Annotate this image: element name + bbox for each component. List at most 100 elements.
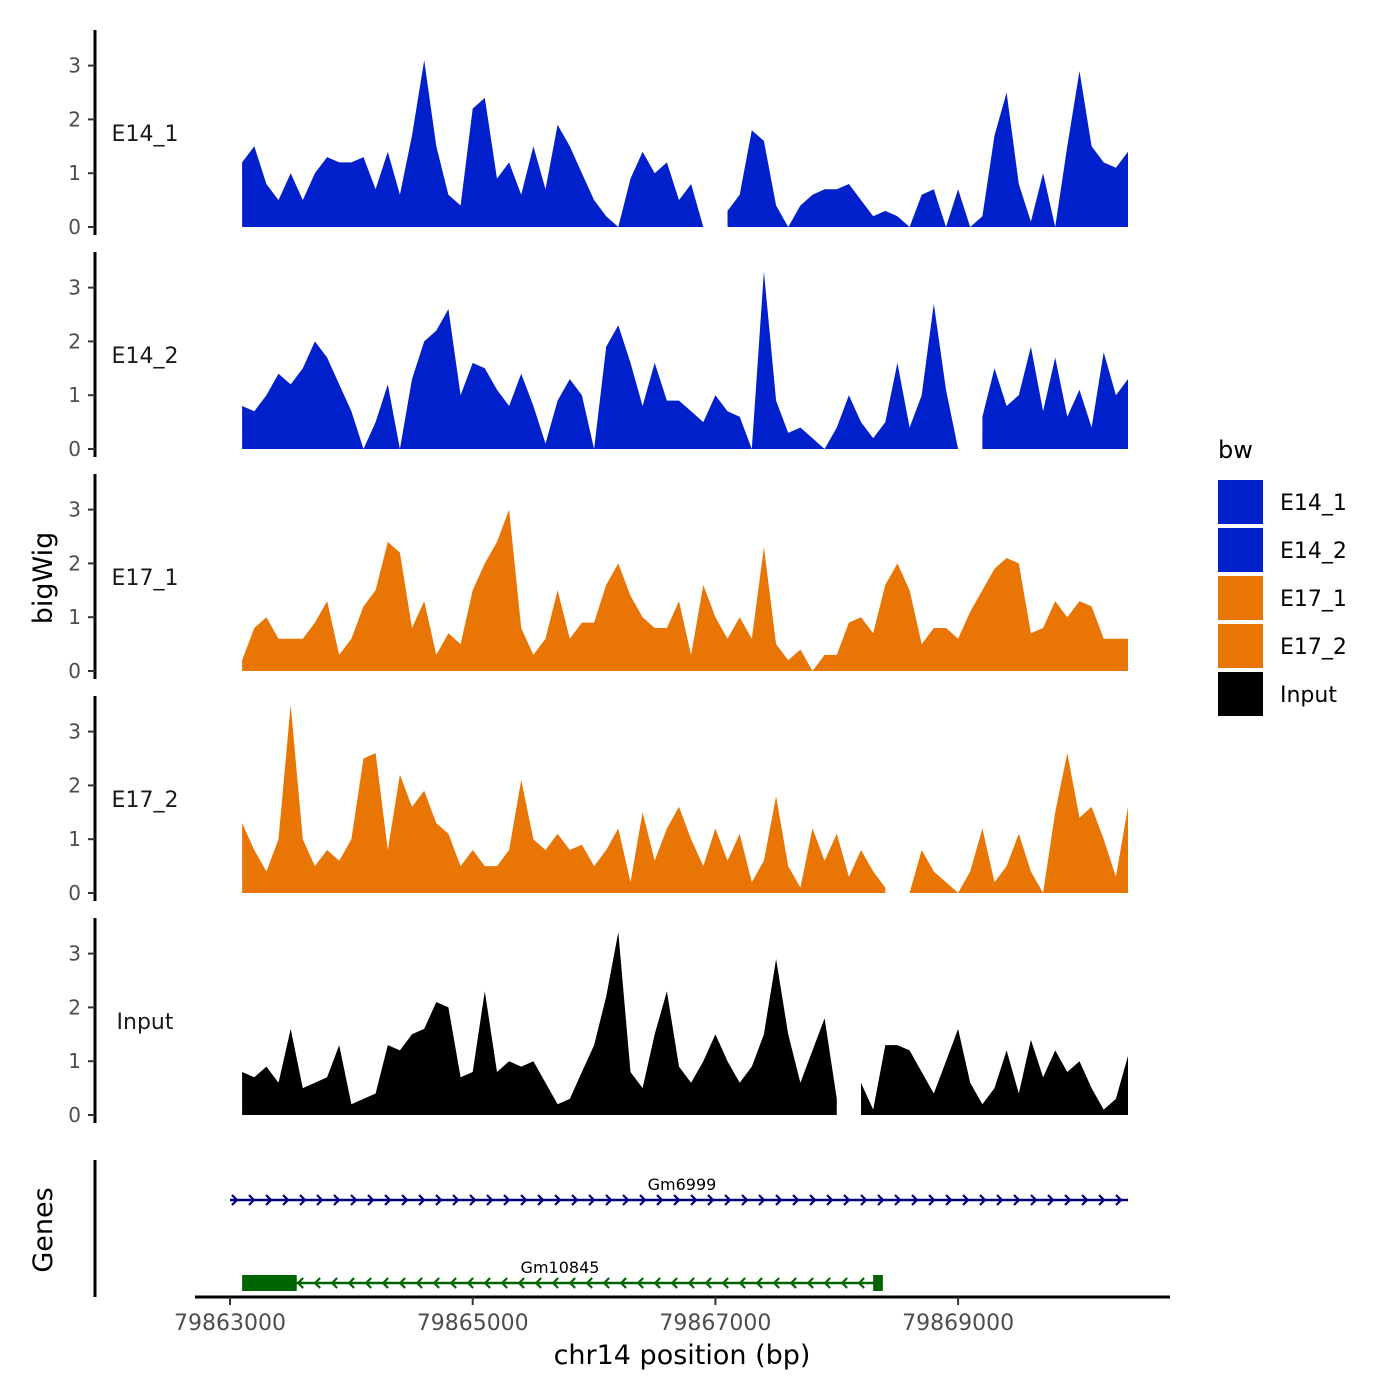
strand-arrow [826, 1194, 834, 1206]
strand-arrow [605, 1194, 613, 1206]
signal-area [242, 932, 837, 1115]
strand-arrow [282, 1194, 290, 1206]
strand-arrow [1081, 1194, 1089, 1206]
panel-label: E14_1 [112, 122, 179, 147]
y-tick-label: 1 [68, 383, 81, 407]
track-panel-input: 0 1 2 3 Input [68, 918, 1128, 1127]
gene-gm6999: Gm6999 [230, 1175, 1128, 1206]
strand-arrow [551, 1277, 559, 1289]
strand-arrow [415, 1277, 423, 1289]
strand-arrow [656, 1194, 664, 1206]
strand-arrow [381, 1277, 389, 1289]
legend-title: bw [1218, 436, 1253, 464]
signal-area [909, 753, 1128, 893]
strand-arrow [316, 1194, 324, 1206]
strand-arrow [758, 1194, 766, 1206]
strand-arrow [673, 1194, 681, 1206]
x-tick-label: 79867000 [659, 1311, 771, 1336]
strand-arrow [418, 1194, 426, 1206]
strand-arrow [639, 1194, 647, 1206]
strand-arrow [704, 1277, 712, 1289]
strand-arrow [571, 1194, 579, 1206]
strand-arrow [299, 1194, 307, 1206]
y-tick-label: 3 [68, 498, 81, 522]
y-tick-label: 0 [68, 437, 81, 461]
strand-arrow [466, 1277, 474, 1289]
strand-arrow [690, 1194, 698, 1206]
strand-arrow [401, 1194, 409, 1206]
genes-panel: Genes Gm6999 Gm10845 [28, 1160, 1128, 1297]
y-tick-label: 1 [68, 827, 81, 851]
strand-arrow [588, 1194, 596, 1206]
strand-arrow [755, 1277, 763, 1289]
legend-label: E14_2 [1280, 539, 1347, 564]
x-axis-title: chr14 position (bp) [554, 1340, 811, 1371]
track-panel-e14-2: 0 1 2 3 E14_2 [68, 252, 1128, 461]
strand-arrow [721, 1277, 729, 1289]
legend: bw E14_1 E14_2 E17_1 E17_2 Input [1218, 436, 1347, 716]
strand-arrow [330, 1277, 338, 1289]
signal-area [242, 271, 959, 449]
strand-arrow [585, 1277, 593, 1289]
strand-arrow [877, 1194, 885, 1206]
strand-arrow [724, 1194, 732, 1206]
panel-label: E17_2 [112, 788, 179, 813]
strand-arrow [367, 1194, 375, 1206]
legend-label: E14_1 [1280, 491, 1347, 516]
strand-arrow [962, 1194, 970, 1206]
y-tick-label: 2 [68, 773, 81, 797]
strand-arrow [789, 1277, 797, 1289]
strand-arrow [619, 1277, 627, 1289]
strand-arrow [1115, 1194, 1123, 1206]
strand-arrow [670, 1277, 678, 1289]
strand-arrow [554, 1194, 562, 1206]
strand-arrow [707, 1194, 715, 1206]
strand-arrow [231, 1194, 239, 1206]
strand-arrow [911, 1194, 919, 1206]
strand-arrow [568, 1277, 576, 1289]
y-tick-label: 1 [68, 605, 81, 629]
y-tick-label: 0 [68, 1103, 81, 1127]
strand-arrow [1030, 1194, 1038, 1206]
strand-arrow [296, 1277, 304, 1289]
y-tick-label: 3 [68, 942, 81, 966]
strand-arrow [384, 1194, 392, 1206]
signal-area [242, 60, 704, 228]
y-tick-label: 2 [68, 995, 81, 1019]
gene-label: Gm10845 [521, 1258, 600, 1277]
x-tick-label: 79869000 [902, 1311, 1014, 1336]
strand-arrow [483, 1277, 491, 1289]
strand-arrow [738, 1277, 746, 1289]
panel-label: E17_1 [112, 566, 179, 591]
strand-arrow [1013, 1194, 1021, 1206]
strand-arrow [843, 1194, 851, 1206]
strand-arrow [823, 1277, 831, 1289]
gene-label: Gm6999 [648, 1175, 717, 1194]
legend-label: E17_2 [1280, 635, 1347, 660]
legend-swatch [1218, 480, 1263, 524]
signal-area [727, 71, 1128, 227]
strand-arrow [350, 1194, 358, 1206]
y-tick-label: 1 [68, 161, 81, 185]
y-tick-label: 3 [68, 54, 81, 78]
signal-area [242, 509, 1129, 671]
strand-arrow [1047, 1194, 1055, 1206]
strand-arrow [636, 1277, 644, 1289]
x-tick-label: 79865000 [417, 1311, 529, 1336]
legend-swatch [1218, 672, 1263, 716]
strand-arrow [347, 1277, 355, 1289]
genes-axis-title: Genes [28, 1187, 59, 1272]
strand-arrow [1064, 1194, 1072, 1206]
strand-arrow [265, 1194, 273, 1206]
strand-arrow [622, 1194, 630, 1206]
legend-swatch [1218, 576, 1263, 620]
y-tick-label: 3 [68, 276, 81, 300]
strand-arrow [537, 1194, 545, 1206]
strand-arrow [996, 1194, 1004, 1206]
strand-arrow [928, 1194, 936, 1206]
y-tick-label: 0 [68, 881, 81, 905]
strand-arrow [449, 1277, 457, 1289]
panel-label: Input [117, 1010, 174, 1035]
strand-arrow [469, 1194, 477, 1206]
